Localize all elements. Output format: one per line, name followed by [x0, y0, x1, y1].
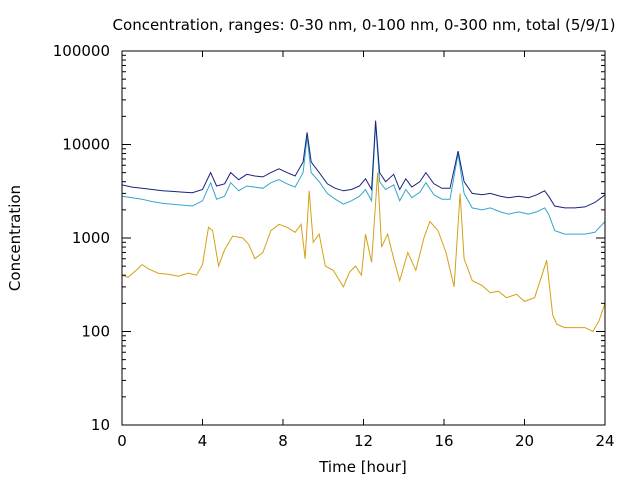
plot-ticks-group: 0 4 8 12 16 20 24 10 100 1000 10000 100000 — [53, 42, 615, 450]
y-tick-label: 1000 — [72, 229, 110, 247]
y-tick-label: 100000 — [53, 42, 110, 60]
x-tick-label: 8 — [278, 432, 288, 450]
series-line-1 — [121, 172, 606, 333]
x-tick-label: 24 — [595, 432, 614, 450]
y-tick-label: 100 — [81, 323, 110, 341]
y-axis-label: Concentration — [6, 185, 24, 291]
chart-title: Concentration, ranges: 0-30 nm, 0-100 nm… — [113, 16, 616, 34]
series-line-2 — [121, 122, 606, 235]
x-tick-label: 20 — [515, 432, 534, 450]
plot-series-group — [121, 120, 606, 333]
plot-frame — [121, 50, 606, 426]
x-tick-label: 4 — [198, 432, 208, 450]
x-tick-label: 12 — [354, 432, 373, 450]
x-axis-label: Time [hour] — [318, 458, 407, 476]
y-tick-label: 10000 — [62, 136, 110, 154]
x-tick-label: 0 — [117, 432, 127, 450]
series-line-3 — [121, 120, 606, 209]
y-tick-label: 10 — [91, 416, 110, 434]
x-tick-label: 16 — [434, 432, 453, 450]
